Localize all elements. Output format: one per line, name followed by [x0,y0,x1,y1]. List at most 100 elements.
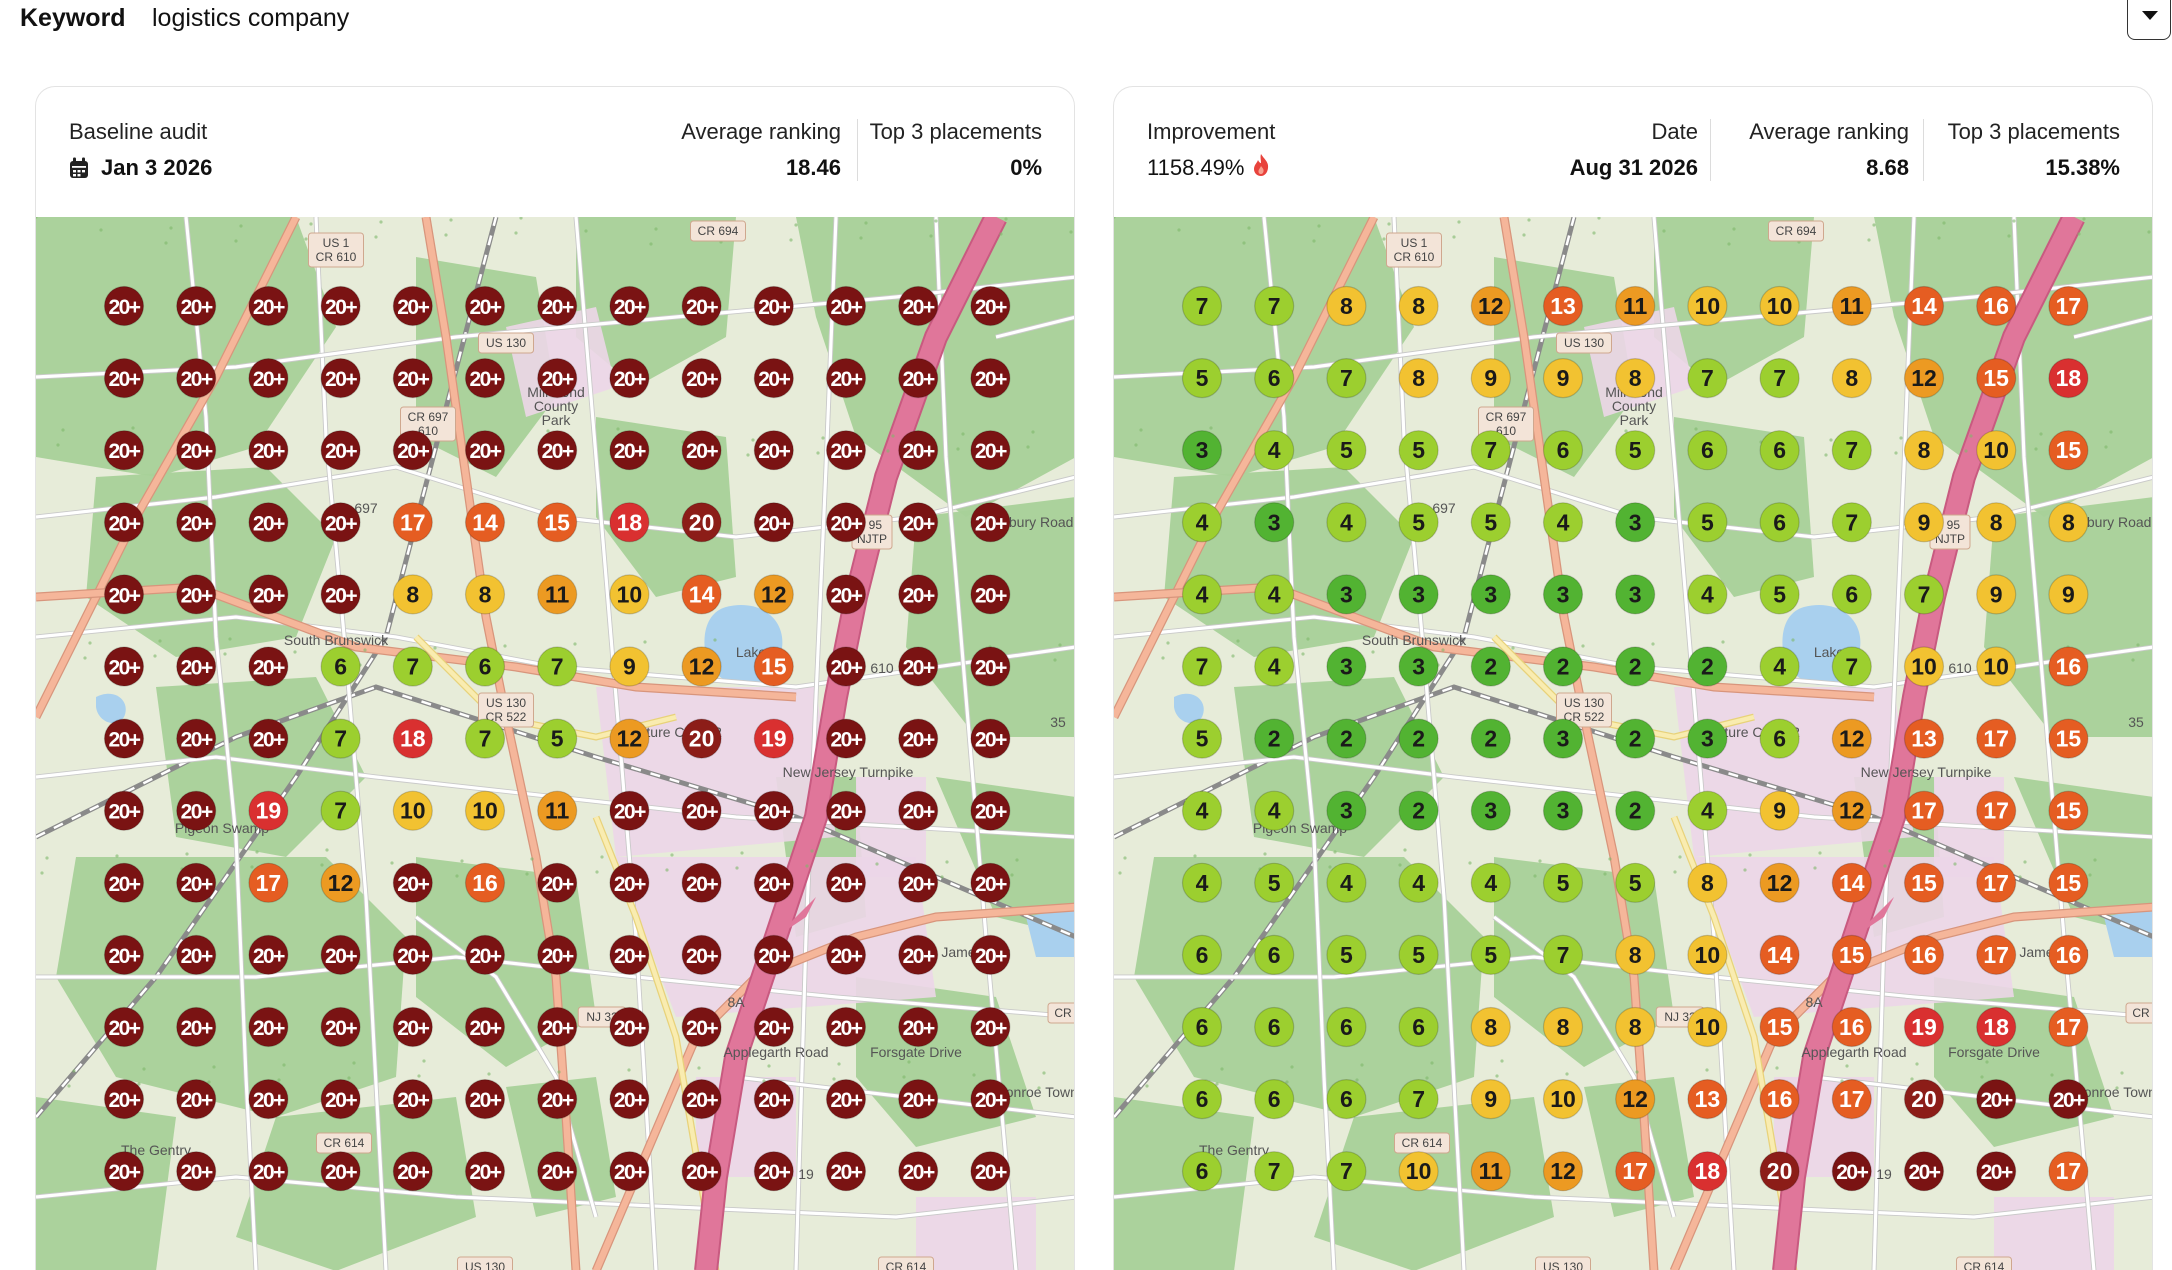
rank-pin[interactable]: 7 [537,646,578,687]
rank-pin[interactable]: 20+ [825,1151,867,1192]
rank-pin[interactable]: 3 [1398,574,1439,615]
rank-pin[interactable]: 8 [1615,1006,1656,1048]
rank-pin[interactable]: 4 [1542,502,1584,543]
rank-pin[interactable]: 20+ [248,1078,289,1120]
rank-pin[interactable]: 10 [1398,1151,1439,1192]
rank-pin[interactable]: 20+ [320,1078,361,1120]
rank-pin[interactable]: 20+ [103,646,145,687]
rank-pin[interactable]: 20+ [537,285,578,327]
rank-pin[interactable]: 5 [1470,934,1511,976]
rank-pin[interactable]: 20+ [248,430,289,471]
rank-pin[interactable]: 16 [1976,285,2017,327]
rank-pin[interactable]: 20+ [970,718,1011,759]
rank-pin[interactable]: 3 [1181,430,1223,471]
rank-pin[interactable]: 10 [1687,285,1728,327]
rank-pin[interactable]: 2 [1398,790,1439,831]
rank-pin[interactable]: 12 [1831,718,1872,759]
rank-pin[interactable]: 9 [1903,502,1945,543]
rank-pin[interactable]: 17 [248,862,289,903]
rank-pin[interactable]: 20+ [825,790,867,831]
rank-pin[interactable]: 20+ [825,430,867,471]
rank-pin[interactable]: 6 [1181,934,1223,976]
rank-pin[interactable]: 3 [1542,574,1584,615]
rank-pin[interactable]: 20+ [825,574,867,615]
rank-pin[interactable]: 20+ [392,285,433,327]
rank-pin[interactable]: 20+ [681,358,722,399]
rank-pin[interactable]: 8 [1903,430,1945,471]
rank-pin[interactable]: 20+ [898,358,939,399]
rank-pin[interactable]: 16 [1903,934,1945,976]
rank-pin[interactable]: 4 [1326,502,1367,543]
rank-pin[interactable]: 20+ [103,502,145,543]
rank-pin[interactable]: 9 [1759,790,1800,831]
rank-pin[interactable]: 20+ [825,502,867,543]
rank-pin[interactable]: 6 [1181,1151,1223,1192]
rank-pin[interactable]: 20+ [248,574,289,615]
rank-pin[interactable]: 20+ [464,1006,506,1048]
rank-pin[interactable]: 20+ [753,358,794,399]
rank-pin[interactable]: 4 [1254,790,1295,831]
rank-pin[interactable]: 20+ [248,934,289,976]
rank-pin[interactable]: 20+ [898,574,939,615]
rank-pin[interactable]: 20+ [609,285,650,327]
rank-pin[interactable]: 20+ [609,862,650,903]
rank-pin[interactable]: 5 [1326,430,1367,471]
rank-pin[interactable]: 15 [2048,430,2089,471]
rank-pin[interactable]: 20+ [1976,1151,2017,1192]
rank-pin[interactable]: 16 [1831,1006,1872,1048]
rank-pin[interactable]: 20+ [609,1151,650,1192]
rank-pin[interactable]: 9 [1470,358,1511,399]
rank-pin[interactable]: 3 [1326,790,1367,831]
rank-pin[interactable]: 20+ [103,574,145,615]
rank-pin[interactable]: 20+ [609,790,650,831]
rank-pin[interactable]: 20+ [176,430,217,471]
rank-pin[interactable]: 7 [1254,285,1295,327]
rank-pin[interactable]: 7 [1254,1151,1295,1192]
rank-pin[interactable]: 17 [1976,790,2017,831]
rank-pin[interactable]: 20+ [825,646,867,687]
rank-pin[interactable]: 3 [1470,790,1511,831]
rank-pin[interactable]: 20+ [753,1006,794,1048]
rank-pin[interactable]: 20+ [464,358,506,399]
rank-pin[interactable]: 20+ [609,430,650,471]
rank-pin[interactable]: 20+ [970,1006,1011,1048]
rank-pin[interactable]: 20+ [609,1078,650,1120]
rank-pin[interactable]: 7 [1759,358,1800,399]
rank-pin[interactable]: 19 [753,718,794,759]
rank-pin[interactable]: 20 [1759,1151,1800,1192]
rank-pin[interactable]: 14 [464,502,506,543]
rank-pin[interactable]: 4 [1470,862,1511,903]
rank-pin[interactable]: 18 [392,718,433,759]
rank-pin[interactable]: 20+ [248,358,289,399]
rank-pin[interactable]: 20+ [320,285,361,327]
rank-pin[interactable]: 20+ [898,502,939,543]
rank-pin[interactable]: 17 [1615,1151,1656,1192]
rank-pin[interactable]: 20+ [898,1078,939,1120]
keyword-dropdown-button[interactable] [2127,0,2171,40]
rank-pin[interactable]: 20+ [898,718,939,759]
rank-pin[interactable]: 17 [1976,934,2017,976]
rank-pin[interactable]: 7 [464,718,506,759]
rank-pin[interactable]: 8 [1615,934,1656,976]
rank-pin[interactable]: 15 [1759,1006,1800,1048]
rank-pin[interactable]: 20+ [248,502,289,543]
rank-pin[interactable]: 20+ [103,1078,145,1120]
rank-pin[interactable]: 20+ [176,718,217,759]
rank-pin[interactable]: 20+ [825,718,867,759]
rank-pin[interactable]: 20+ [176,358,217,399]
rank-pin[interactable]: 20+ [103,1006,145,1048]
rank-pin[interactable]: 20+ [103,934,145,976]
rank-pin[interactable]: 20+ [1831,1151,1872,1192]
rank-pin[interactable]: 20+ [970,646,1011,687]
rank-pin[interactable]: 20+ [392,934,433,976]
rank-pin[interactable]: 15 [753,646,794,687]
rank-pin[interactable]: 5 [1398,430,1439,471]
rank-pin[interactable]: 14 [1831,862,1872,903]
rank-pin[interactable]: 20+ [103,718,145,759]
rank-pin[interactable]: 16 [1759,1078,1800,1120]
rank-pin[interactable]: 20+ [392,1006,433,1048]
rank-pin[interactable]: 18 [609,502,650,543]
rank-pin[interactable]: 15 [2048,718,2089,759]
rank-pin[interactable]: 17 [1976,862,2017,903]
